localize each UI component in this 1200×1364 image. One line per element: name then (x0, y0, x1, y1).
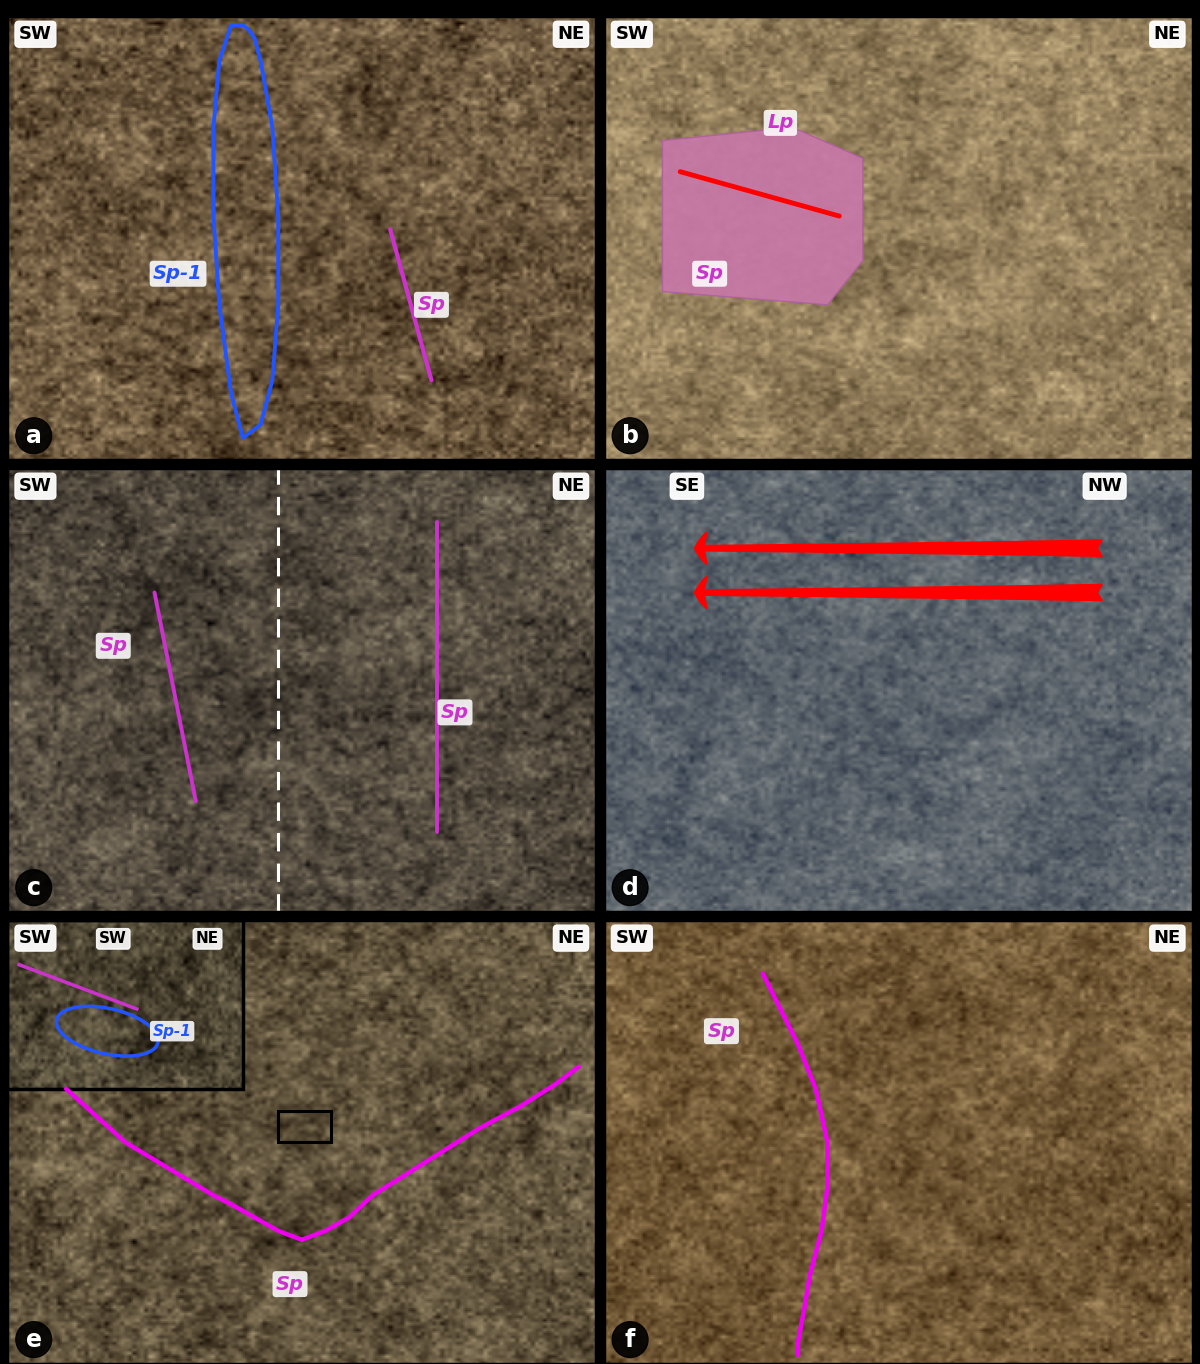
Bar (278, 1112, 331, 1142)
Text: SW: SW (19, 477, 52, 495)
Text: SW: SW (616, 26, 648, 44)
Bar (7, 921, 242, 1088)
Text: SW: SW (19, 929, 52, 947)
Text: NE: NE (1153, 26, 1181, 44)
Text: NE: NE (557, 26, 584, 44)
Text: c: c (26, 876, 41, 900)
Text: a: a (25, 424, 42, 447)
Text: Sp: Sp (418, 296, 445, 314)
Text: SW: SW (19, 26, 52, 44)
Text: Sp: Sp (440, 702, 469, 722)
Text: Sp: Sp (276, 1274, 304, 1293)
Text: NE: NE (557, 929, 584, 947)
Text: NW: NW (1087, 477, 1122, 495)
Text: e: e (25, 1327, 42, 1352)
Text: NE: NE (557, 477, 584, 495)
Text: Sp: Sp (696, 265, 724, 284)
Text: f: f (625, 1327, 635, 1352)
Text: NE: NE (1153, 929, 1181, 947)
Text: Sp-1: Sp-1 (152, 1024, 192, 1038)
Text: Sp: Sp (708, 1022, 736, 1041)
Text: d: d (622, 876, 638, 900)
Text: Lp: Lp (767, 113, 793, 132)
Text: SW: SW (100, 932, 127, 947)
Text: Sp: Sp (100, 637, 127, 655)
Polygon shape (662, 127, 863, 304)
Text: SE: SE (674, 477, 700, 495)
Text: b: b (622, 424, 638, 447)
Text: SW: SW (616, 929, 648, 947)
Text: NE: NE (196, 932, 220, 947)
Text: Sp-1: Sp-1 (154, 265, 203, 284)
